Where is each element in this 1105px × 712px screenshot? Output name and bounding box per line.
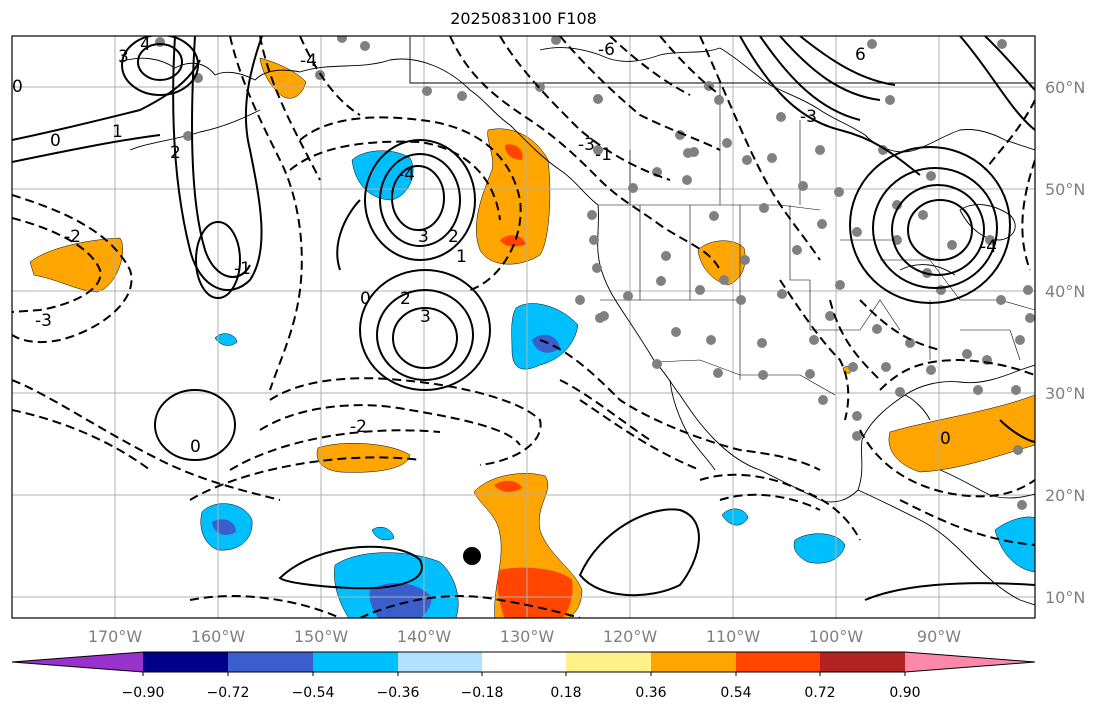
colorbar-swatch xyxy=(313,652,398,672)
map-panel: 0 1 2 3 4 0 -1 -2 -3 -4 -6 6 3 2 1 0 -1 … xyxy=(12,35,1035,618)
contour-label: -1 xyxy=(595,145,612,165)
positive-anomaly-core xyxy=(505,144,523,160)
negative-anomaly-core xyxy=(532,334,560,353)
colorbar-tick-label: −0.54 xyxy=(292,685,335,701)
contour-label: 6 xyxy=(855,45,866,65)
map-frame xyxy=(11,35,1036,619)
contour-label: 0 xyxy=(940,429,951,449)
colorbar-swatch xyxy=(12,652,143,672)
negative-anomaly-area xyxy=(994,516,1035,573)
colorbar-swatch xyxy=(143,652,228,672)
colorbar-tick-label: 0.36 xyxy=(635,685,666,701)
contour-label: 2 xyxy=(448,227,459,247)
grid-lines xyxy=(12,36,1035,618)
lon-label: 120°W xyxy=(603,627,658,646)
lat-label: 10°N xyxy=(1045,588,1085,607)
contour-labels: 0 1 2 3 4 0 -1 -2 -3 -4 -6 6 3 2 1 0 -1 … xyxy=(12,35,997,457)
contour-label: 2 xyxy=(400,289,411,309)
dashed-contours xyxy=(12,36,1035,618)
lon-label: 140°W xyxy=(397,627,452,646)
colorbar-tick-label: 0.54 xyxy=(720,685,751,701)
lat-label: 50°N xyxy=(1045,180,1085,199)
negative-anomaly-core xyxy=(369,583,432,618)
contour-label: 4 xyxy=(140,35,151,55)
anomaly-fills xyxy=(29,57,1035,618)
colorbar-swatch xyxy=(820,652,905,672)
colorbar: −0.90 −0.72 −0.54 −0.36 −0.18 0.18 0.36 … xyxy=(11,651,1036,701)
colorbar-tick-label: −0.72 xyxy=(207,685,250,701)
colorbar-tick-label: 0.72 xyxy=(804,685,835,701)
colorbar-swatch xyxy=(736,652,820,672)
colorbar-swatch xyxy=(398,652,482,672)
contour-label: -3 xyxy=(35,311,52,331)
negative-anomaly-area xyxy=(371,527,395,541)
lon-label: 170°W xyxy=(88,627,143,646)
colorbar-swatch xyxy=(905,652,1035,672)
lon-label: 90°W xyxy=(917,627,961,646)
negative-anomaly-area xyxy=(721,508,749,526)
contour-label: -2 xyxy=(64,227,81,247)
colorbar-tick-label: −0.18 xyxy=(461,685,504,701)
latitude-labels: 60°N 50°N 40°N 30°N 20°N 10°N xyxy=(1045,78,1085,607)
contour-label: 3 xyxy=(118,47,129,67)
colorbar-swatch xyxy=(228,652,313,672)
colorbar-swatch xyxy=(566,652,651,672)
lon-label: 160°W xyxy=(191,627,246,646)
contour-label: -3 xyxy=(578,135,595,155)
lon-label: 150°W xyxy=(294,627,349,646)
solid-contours xyxy=(12,36,1035,601)
positive-anomaly-area xyxy=(888,394,1035,473)
colorbar-tick-label: −0.36 xyxy=(377,685,420,701)
colorbar-tick-label: 0.90 xyxy=(889,685,920,701)
positive-anomaly-core xyxy=(497,567,573,618)
positive-anomaly-core xyxy=(500,235,526,247)
contour-label: -4 xyxy=(300,51,317,71)
contour-label: -3 xyxy=(800,107,817,127)
contour-label: -4 xyxy=(980,237,997,257)
contour-label: 3 xyxy=(420,307,431,327)
positive-anomaly-area xyxy=(476,128,551,265)
lat-label: 60°N xyxy=(1045,78,1085,97)
contour-label: -6 xyxy=(598,40,615,60)
lon-label: 110°W xyxy=(706,627,761,646)
contour-label: 2 xyxy=(170,143,181,163)
contour-label: 0 xyxy=(190,437,201,457)
marker-point xyxy=(463,547,481,565)
contour-label: 0 xyxy=(50,131,61,151)
contour-label: 3 xyxy=(418,227,429,247)
negative-anomaly-area xyxy=(214,333,238,346)
colorbar-tick-label: −0.90 xyxy=(122,685,165,701)
colorbar-tick-label: 0.18 xyxy=(550,685,581,701)
positive-anomaly-area xyxy=(316,443,411,473)
colorbar-swatch xyxy=(651,652,736,672)
political-borders xyxy=(598,83,1035,396)
lon-label: 100°W xyxy=(809,627,864,646)
longitude-labels: 170°W 160°W 150°W 140°W 130°W 120°W 110°… xyxy=(88,627,961,646)
contour-label: 1 xyxy=(456,247,467,267)
contour-label: -2 xyxy=(350,417,367,437)
contour-label: 0 xyxy=(360,289,371,309)
positive-anomaly-core xyxy=(494,480,522,492)
lat-label: 20°N xyxy=(1045,486,1085,505)
contour-label: 1 xyxy=(112,122,123,142)
lat-label: 40°N xyxy=(1045,282,1085,301)
contour-label: -4 xyxy=(398,165,415,185)
lat-label: 30°N xyxy=(1045,384,1085,403)
lon-label: 130°W xyxy=(500,627,555,646)
positive-anomaly-area xyxy=(259,57,307,99)
chart-title: 2025083100 F108 xyxy=(450,9,597,28)
contour-label: -1 xyxy=(234,259,251,279)
colorbar-swatch xyxy=(482,652,566,672)
negative-anomaly-area xyxy=(793,533,846,564)
contour-label: 0 xyxy=(12,77,23,97)
